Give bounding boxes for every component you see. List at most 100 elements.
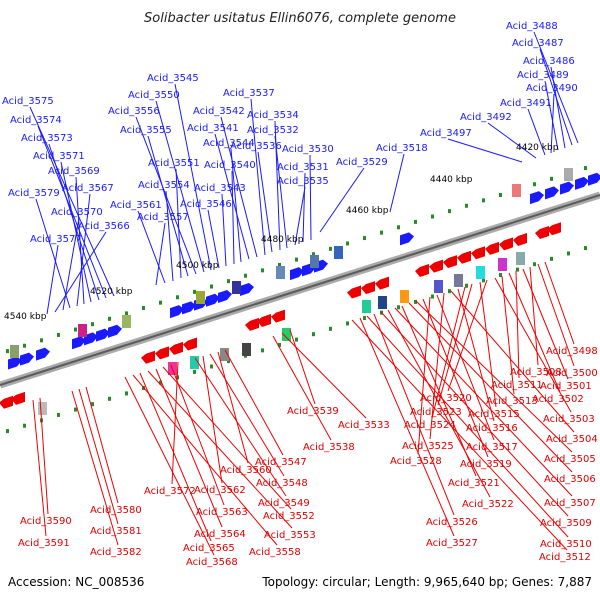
forward-gene-label: Acid_3543 (194, 183, 246, 194)
reverse-gene-leader-line (387, 309, 491, 498)
reverse-gene-label: Acid_3560 (220, 465, 272, 476)
reverse-gene-label: Acid_3507 (544, 498, 596, 509)
gene-arrow-tip (11, 394, 16, 405)
reverse-gene-label: Acid_3528 (390, 456, 442, 467)
accession-text: Accession: NC_008536 (8, 575, 144, 589)
tick-mark (295, 257, 298, 262)
forward-gene-leader-line (389, 153, 405, 213)
forward-gene-leader-line (220, 116, 258, 258)
forward-gene-label: Acid_3555 (120, 125, 172, 136)
reverse-gene-leader-line (431, 286, 466, 419)
tick-mark (227, 359, 230, 364)
reverse-gene-label: Acid_3512 (539, 552, 591, 563)
forward-gene-label: Acid_3554 (138, 180, 190, 191)
forward-gene-leader-line (319, 167, 365, 233)
reverse-gene-label: Acid_3565 (183, 543, 235, 554)
reverse-gene-label: Acid_3524 (404, 420, 456, 431)
reverse-gene-label: Acid_3533 (338, 420, 390, 431)
gene-arrow (4, 395, 13, 409)
gene-arrow (552, 222, 561, 236)
reverse-gene-label: Acid_3523 (410, 407, 462, 418)
gene-block (276, 266, 285, 279)
gene-arrow-tip (409, 232, 414, 243)
gene-arrow-tip (245, 320, 250, 331)
forward-gene-label: Acid_3570 (51, 207, 103, 218)
forward-gene-leader-line (230, 148, 242, 263)
gene-arrow-tip (513, 235, 518, 246)
gene-arrow-tip (141, 353, 146, 364)
gene-block (454, 274, 463, 287)
forward-gene-leader-line (309, 154, 312, 241)
gene-block (476, 266, 485, 279)
reverse-gene-leader-line (281, 332, 367, 419)
gene-arrow-tip (155, 349, 160, 360)
forward-gene-leader-line (54, 231, 107, 313)
tick-mark (312, 332, 315, 337)
reverse-gene-label: Acid_3503 (543, 414, 595, 425)
gene-block (378, 296, 387, 309)
reverse-gene-leader-line (436, 294, 495, 441)
gene-arrow-tip (457, 253, 462, 264)
gene-arrow-tip (0, 398, 4, 409)
gene-arrow (206, 293, 215, 307)
forward-gene-leader-line (302, 172, 306, 243)
gene-block (400, 290, 409, 303)
gene-arrow-tip (499, 240, 504, 251)
tick-mark (108, 316, 111, 321)
gene-block (282, 328, 291, 341)
kbp-marker: 4460 kbp (346, 206, 389, 216)
reverse-gene-label: Acid_3501 (540, 381, 592, 392)
forward-gene-leader-line (294, 186, 306, 246)
gene-arrow (160, 346, 169, 360)
gene-block (10, 345, 19, 358)
tick-mark (6, 349, 9, 354)
reverse-gene-label: Acid_3517 (466, 442, 518, 453)
tick-mark (431, 294, 434, 299)
tick-mark (363, 236, 366, 241)
tick-mark (193, 369, 196, 374)
gene-arrow-tip (323, 259, 328, 270)
gene-block (78, 324, 87, 337)
forward-gene-label: Acid_3542 (193, 106, 245, 117)
reverse-gene-leader-line (437, 283, 473, 406)
tick-mark (142, 306, 145, 311)
forward-gene-label: Acid_3487 (512, 38, 564, 49)
tick-mark (516, 267, 519, 272)
tick-mark (108, 396, 111, 401)
forward-gene-label: Acid_3486 (523, 56, 575, 67)
tick-mark (533, 182, 536, 187)
gene-arrow (240, 283, 249, 296)
tick-mark (278, 342, 281, 347)
reverse-gene-label: Acid_3521 (448, 478, 500, 489)
tick-mark (74, 327, 77, 332)
reverse-gene-leader-line (139, 372, 212, 542)
map-title: Solibacter usitatus Ellin6076, complete … (144, 11, 456, 26)
gene-block (516, 252, 525, 265)
reverse-gene-leader-line (224, 349, 284, 456)
tick-mark (125, 391, 128, 396)
reverse-gene-label: Acid_3511 (491, 380, 543, 391)
tick-mark (448, 209, 451, 214)
gene-arrow (146, 350, 155, 364)
forward-gene-leader-line (147, 135, 189, 277)
forward-gene-label: Acid_3545 (147, 73, 199, 84)
kbp-marker: 4520 kbp (90, 287, 133, 297)
reverse-gene-label: Acid_3502 (532, 394, 584, 405)
gene-features (0, 168, 600, 415)
reverse-gene-label: Acid_3552 (263, 511, 315, 522)
reverse-gene-label: Acid_3510 (540, 539, 592, 550)
forward-gene-label: Acid_3530 (282, 144, 334, 155)
forward-gene-label: Acid_3534 (247, 110, 299, 121)
gene-arrow (400, 232, 409, 246)
forward-gene-leader-line (550, 66, 566, 149)
reverse-gene-label: Acid_3548 (256, 478, 308, 489)
reverse-gene-label: Acid_3572 (144, 486, 196, 497)
gene-block (38, 402, 47, 415)
gene-arrow (8, 356, 17, 370)
reverse-gene-leader-line (380, 311, 569, 517)
reverse-gene-leader-line (501, 275, 515, 395)
tick-mark (414, 219, 417, 224)
genome-summary-text: Topology: circular; Length: 9,965,640 bp… (261, 575, 592, 589)
tick-mark (176, 295, 179, 300)
gene-arrow (302, 263, 311, 277)
